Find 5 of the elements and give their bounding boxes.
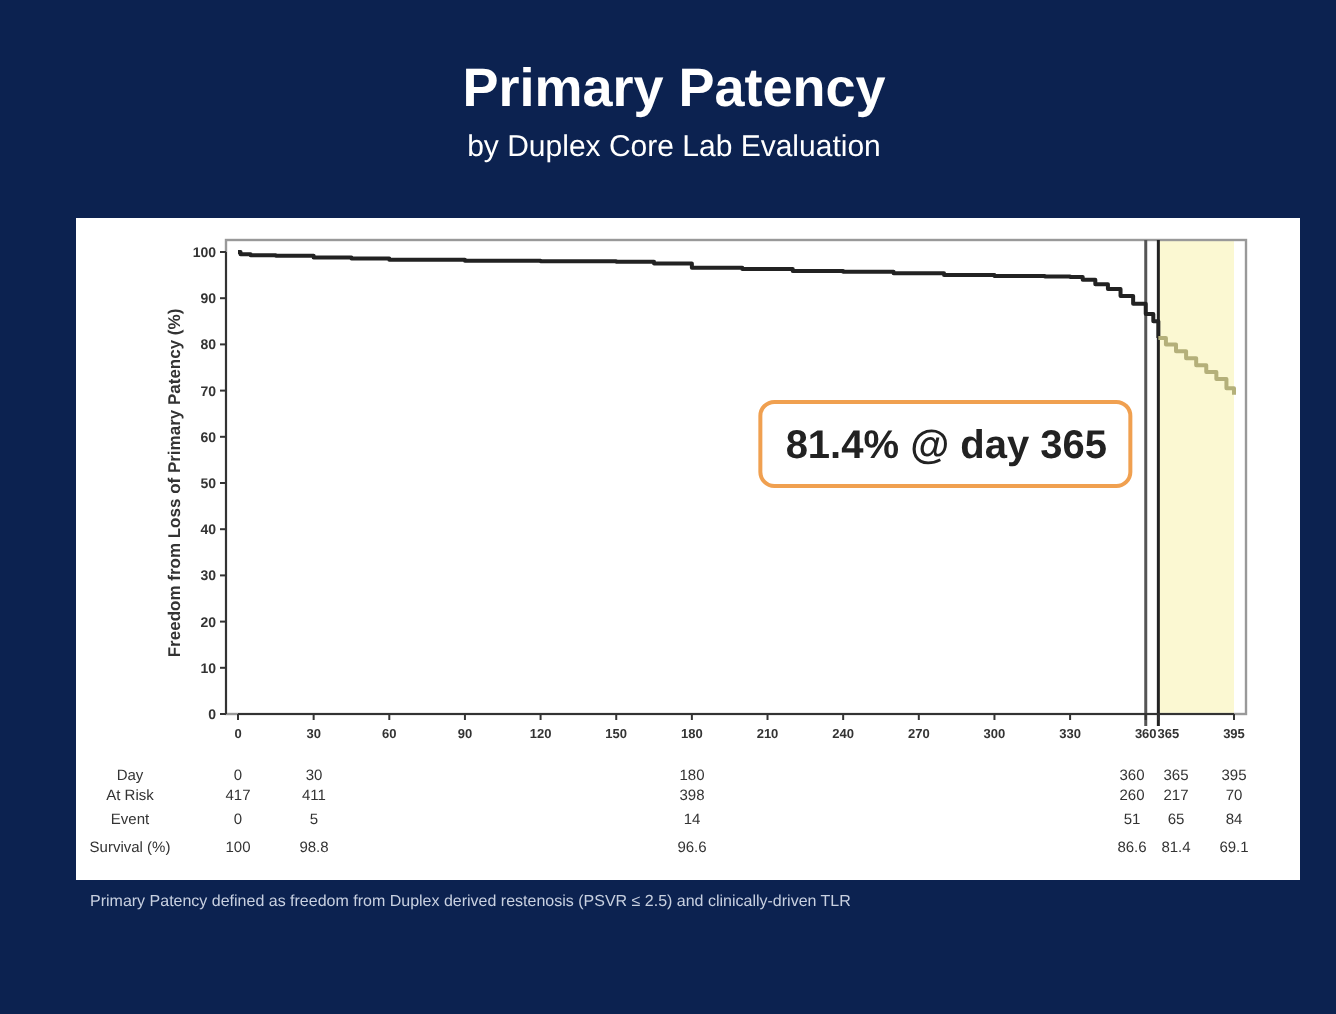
text: Primary Patency defined as freedom from Duplex derived restenosis (PSVR ≤ 2.5) and clinically-driven TLR: [90, 892, 852, 910]
chart-title: Primary Patency: [462, 58, 886, 118]
y-axis-title: Freedom from Loss of Primary Patency (%): [164, 308, 184, 658]
chart-subtitle: by Duplex Core Lab Evaluation: [467, 130, 881, 164]
annotation: 81.4% @ day 365: [785, 423, 1108, 468]
